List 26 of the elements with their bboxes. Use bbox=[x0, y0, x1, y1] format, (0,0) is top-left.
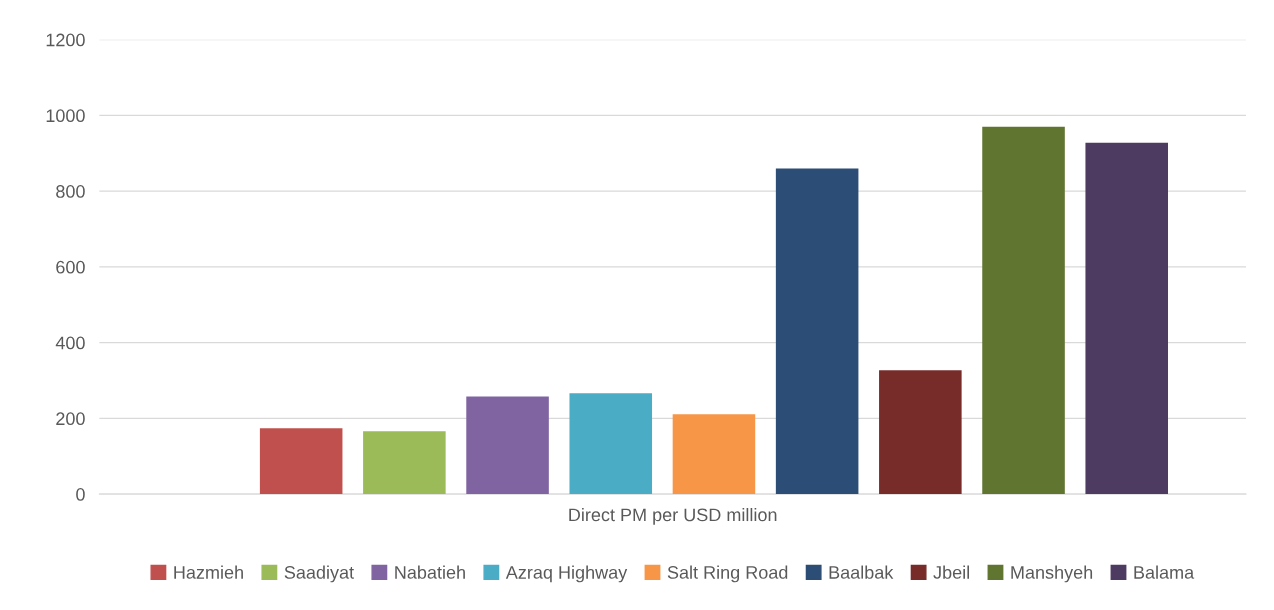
y-tick-label: 200 bbox=[56, 412, 85, 426]
legend-label: Azraq Highway bbox=[505, 565, 628, 583]
y-tick-label: 400 bbox=[55, 336, 85, 350]
legend-label: Balama bbox=[1134, 565, 1195, 579]
legend-label: Nabatieh bbox=[395, 565, 465, 579]
y-tick-label: 1200 bbox=[46, 33, 85, 47]
bar bbox=[982, 126, 1065, 495]
y-tick-label: 0 bbox=[76, 488, 85, 501]
legend-label: Salt Ring Road bbox=[667, 565, 788, 583]
bar bbox=[672, 414, 756, 495]
x-tick-label: Direct PM per USD million bbox=[569, 507, 777, 525]
y-tick-label: 1000 bbox=[46, 109, 85, 123]
y-tick-label: 800 bbox=[56, 185, 85, 198]
legend-label: Baalbak bbox=[829, 565, 894, 579]
y-tick-label: 600 bbox=[56, 260, 85, 274]
bar bbox=[775, 168, 859, 495]
legend-label: Jbeil bbox=[933, 565, 969, 579]
bar bbox=[259, 428, 343, 495]
legend-label: Saadiyat bbox=[284, 565, 354, 583]
bar bbox=[569, 393, 653, 495]
legend-label: Manshyeh bbox=[1011, 565, 1093, 583]
bar bbox=[879, 370, 962, 495]
bar bbox=[466, 396, 549, 495]
bar bbox=[363, 431, 446, 495]
legend-label: Hazmieh bbox=[174, 565, 243, 579]
bar bbox=[1085, 142, 1168, 495]
